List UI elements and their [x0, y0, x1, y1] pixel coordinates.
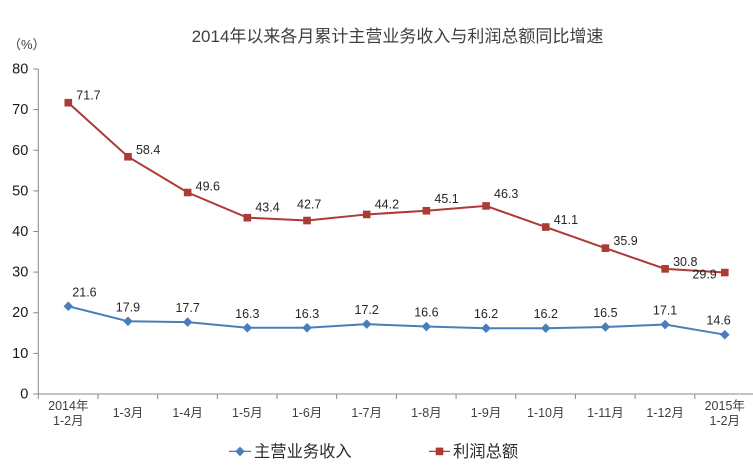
svg-text:50: 50 — [12, 183, 28, 199]
svg-text:42.7: 42.7 — [297, 198, 321, 212]
svg-text:2014年: 2014年 — [48, 399, 88, 413]
svg-text:17.2: 17.2 — [355, 303, 379, 317]
svg-text:14.6: 14.6 — [706, 314, 730, 328]
svg-text:1-5月: 1-5月 — [232, 406, 263, 420]
svg-text:40: 40 — [12, 224, 28, 240]
svg-text:49.6: 49.6 — [196, 180, 220, 194]
svg-text:1-2月: 1-2月 — [53, 414, 84, 428]
svg-text:16.2: 16.2 — [474, 307, 498, 321]
svg-text:44.2: 44.2 — [375, 197, 399, 211]
svg-text:71.7: 71.7 — [76, 89, 100, 103]
svg-text:0: 0 — [20, 387, 28, 403]
svg-text:17.9: 17.9 — [116, 300, 140, 314]
svg-text:60: 60 — [12, 143, 28, 159]
svg-text:46.3: 46.3 — [494, 187, 518, 201]
svg-text:80: 80 — [12, 62, 28, 78]
svg-text:10: 10 — [12, 346, 28, 362]
svg-text:16.2: 16.2 — [534, 307, 558, 321]
svg-text:2015年: 2015年 — [705, 399, 745, 413]
svg-text:20: 20 — [12, 305, 28, 321]
svg-text:1-7月: 1-7月 — [351, 406, 382, 420]
svg-text:16.6: 16.6 — [414, 306, 438, 320]
svg-text:1-4月: 1-4月 — [172, 406, 203, 420]
svg-text:16.5: 16.5 — [593, 306, 617, 320]
svg-text:43.4: 43.4 — [255, 201, 279, 215]
svg-text:17.7: 17.7 — [175, 301, 199, 315]
svg-text:45.1: 45.1 — [434, 192, 458, 206]
svg-text:1-2月: 1-2月 — [709, 414, 740, 428]
svg-text:利润总额: 利润总额 — [453, 443, 518, 461]
svg-text:70: 70 — [12, 102, 28, 118]
svg-text:1-6月: 1-6月 — [292, 406, 323, 420]
svg-text:35.9: 35.9 — [613, 234, 637, 248]
svg-text:1-8月: 1-8月 — [411, 406, 442, 420]
svg-text:16.3: 16.3 — [295, 307, 319, 321]
svg-text:1-10月: 1-10月 — [527, 406, 565, 420]
svg-text:41.1: 41.1 — [554, 213, 578, 227]
svg-text:17.1: 17.1 — [653, 304, 677, 318]
svg-text:1-11月: 1-11月 — [587, 406, 624, 420]
svg-text:主营业务收入: 主营业务收入 — [254, 443, 352, 461]
svg-text:1-9月: 1-9月 — [471, 406, 502, 420]
svg-text:29.9: 29.9 — [692, 268, 716, 282]
svg-text:21.6: 21.6 — [72, 285, 96, 299]
svg-text:58.4: 58.4 — [136, 143, 160, 157]
svg-text:16.3: 16.3 — [235, 307, 259, 321]
svg-text:1-12月: 1-12月 — [646, 406, 684, 420]
svg-text:1-3月: 1-3月 — [113, 406, 144, 420]
svg-text:30: 30 — [12, 265, 28, 281]
